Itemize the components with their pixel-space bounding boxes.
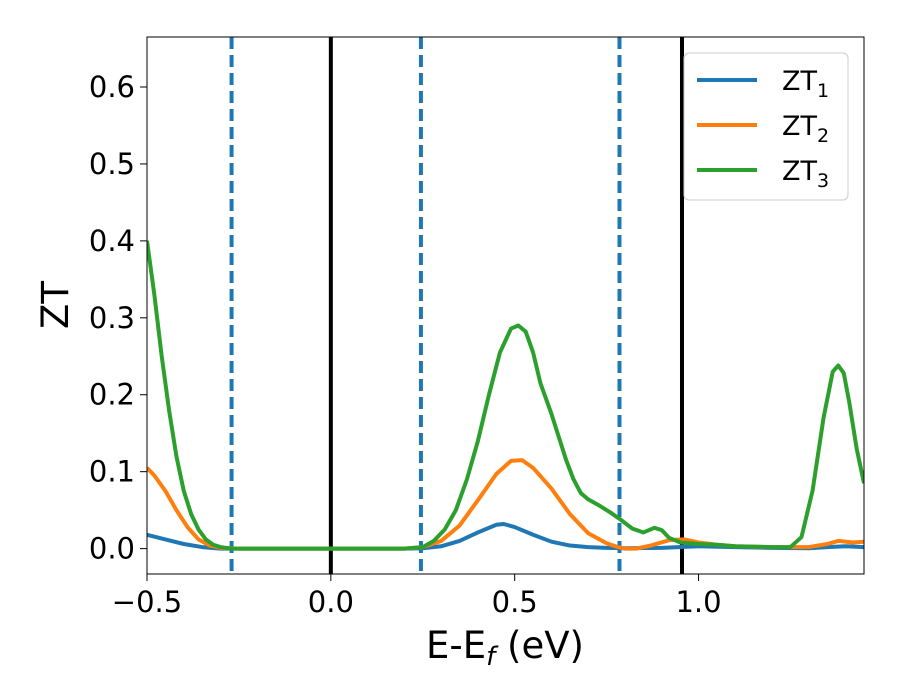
x-tick-label: 0.0 — [308, 585, 354, 619]
y-tick-label: 0.6 — [89, 70, 135, 104]
y-tick-label: 0.4 — [89, 224, 135, 258]
x-tick-label: 0.5 — [492, 585, 538, 619]
y-tick-label: 0.1 — [89, 455, 135, 489]
y-axis-ticks: 0.0 0.1 0.2 0.3 0.4 0.5 0.6 — [89, 70, 147, 566]
series-lines — [147, 240, 864, 551]
x-axis-label: E-Ef (eV) — [426, 624, 584, 672]
legend-label-1: ZT1 — [782, 66, 829, 102]
y-tick-label: 0.2 — [89, 378, 135, 412]
y-axis-label: ZT — [34, 281, 77, 329]
x-axis-ticks: −0.5 0.0 0.5 1.0 — [112, 574, 722, 619]
x-tick-label: 1.0 — [675, 585, 721, 619]
x-tick-label: −0.5 — [112, 585, 182, 619]
y-tick-label: 0.5 — [89, 147, 135, 181]
y-tick-label: 0.0 — [89, 532, 135, 566]
legend-label-3: ZT3 — [782, 156, 829, 192]
legend: ZT1 ZT2 ZT3 — [683, 52, 849, 201]
y-tick-label: 0.3 — [89, 301, 135, 335]
series-line-3 — [147, 240, 864, 551]
legend-box — [683, 52, 849, 201]
legend-label-2: ZT2 — [782, 111, 829, 147]
vertical-reference-lines — [229, 37, 684, 574]
plot-frame — [146, 36, 865, 575]
